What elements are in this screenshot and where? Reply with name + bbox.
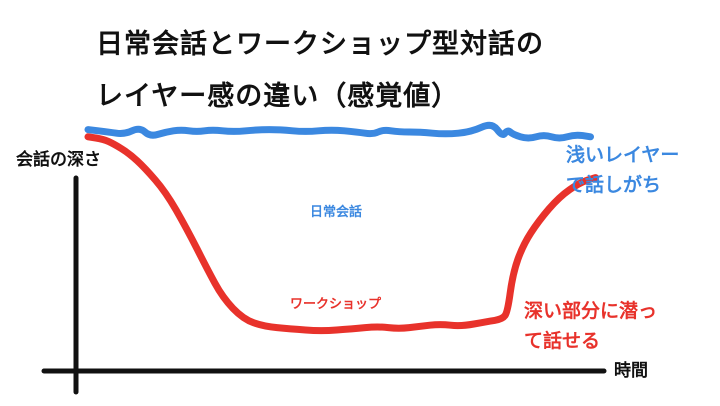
annotation-deep-line-2: て話せる [524, 330, 601, 352]
annotation-shallow-line-1: 浅いレイヤー [566, 144, 680, 166]
chart-title-line-2: レイヤー感の違い（感覚値） [96, 81, 460, 112]
annotation-deep-line-1: 深い部分に潜っ [524, 300, 658, 322]
y-axis-label: 会話の深さ [16, 150, 101, 170]
x-axis-label: 時間 [614, 361, 648, 381]
series-layer [84, 121, 600, 335]
series-label-casual-conversation: 日常会話 [310, 205, 363, 220]
series-line-workshop [84, 133, 600, 335]
annotation-deep-layer: 深い部分に潜っ て話せる [524, 296, 657, 356]
series-label-workshop: ワークショップ [290, 297, 382, 312]
series-line-casual-conversation [84, 121, 594, 142]
annotation-shallow-layer: 浅いレイヤー で話しがち [566, 140, 679, 200]
chart-title-line-1: 日常会話とワークショップ型対話の [96, 29, 544, 60]
annotation-shallow-line-2: で話しがち [566, 174, 662, 196]
